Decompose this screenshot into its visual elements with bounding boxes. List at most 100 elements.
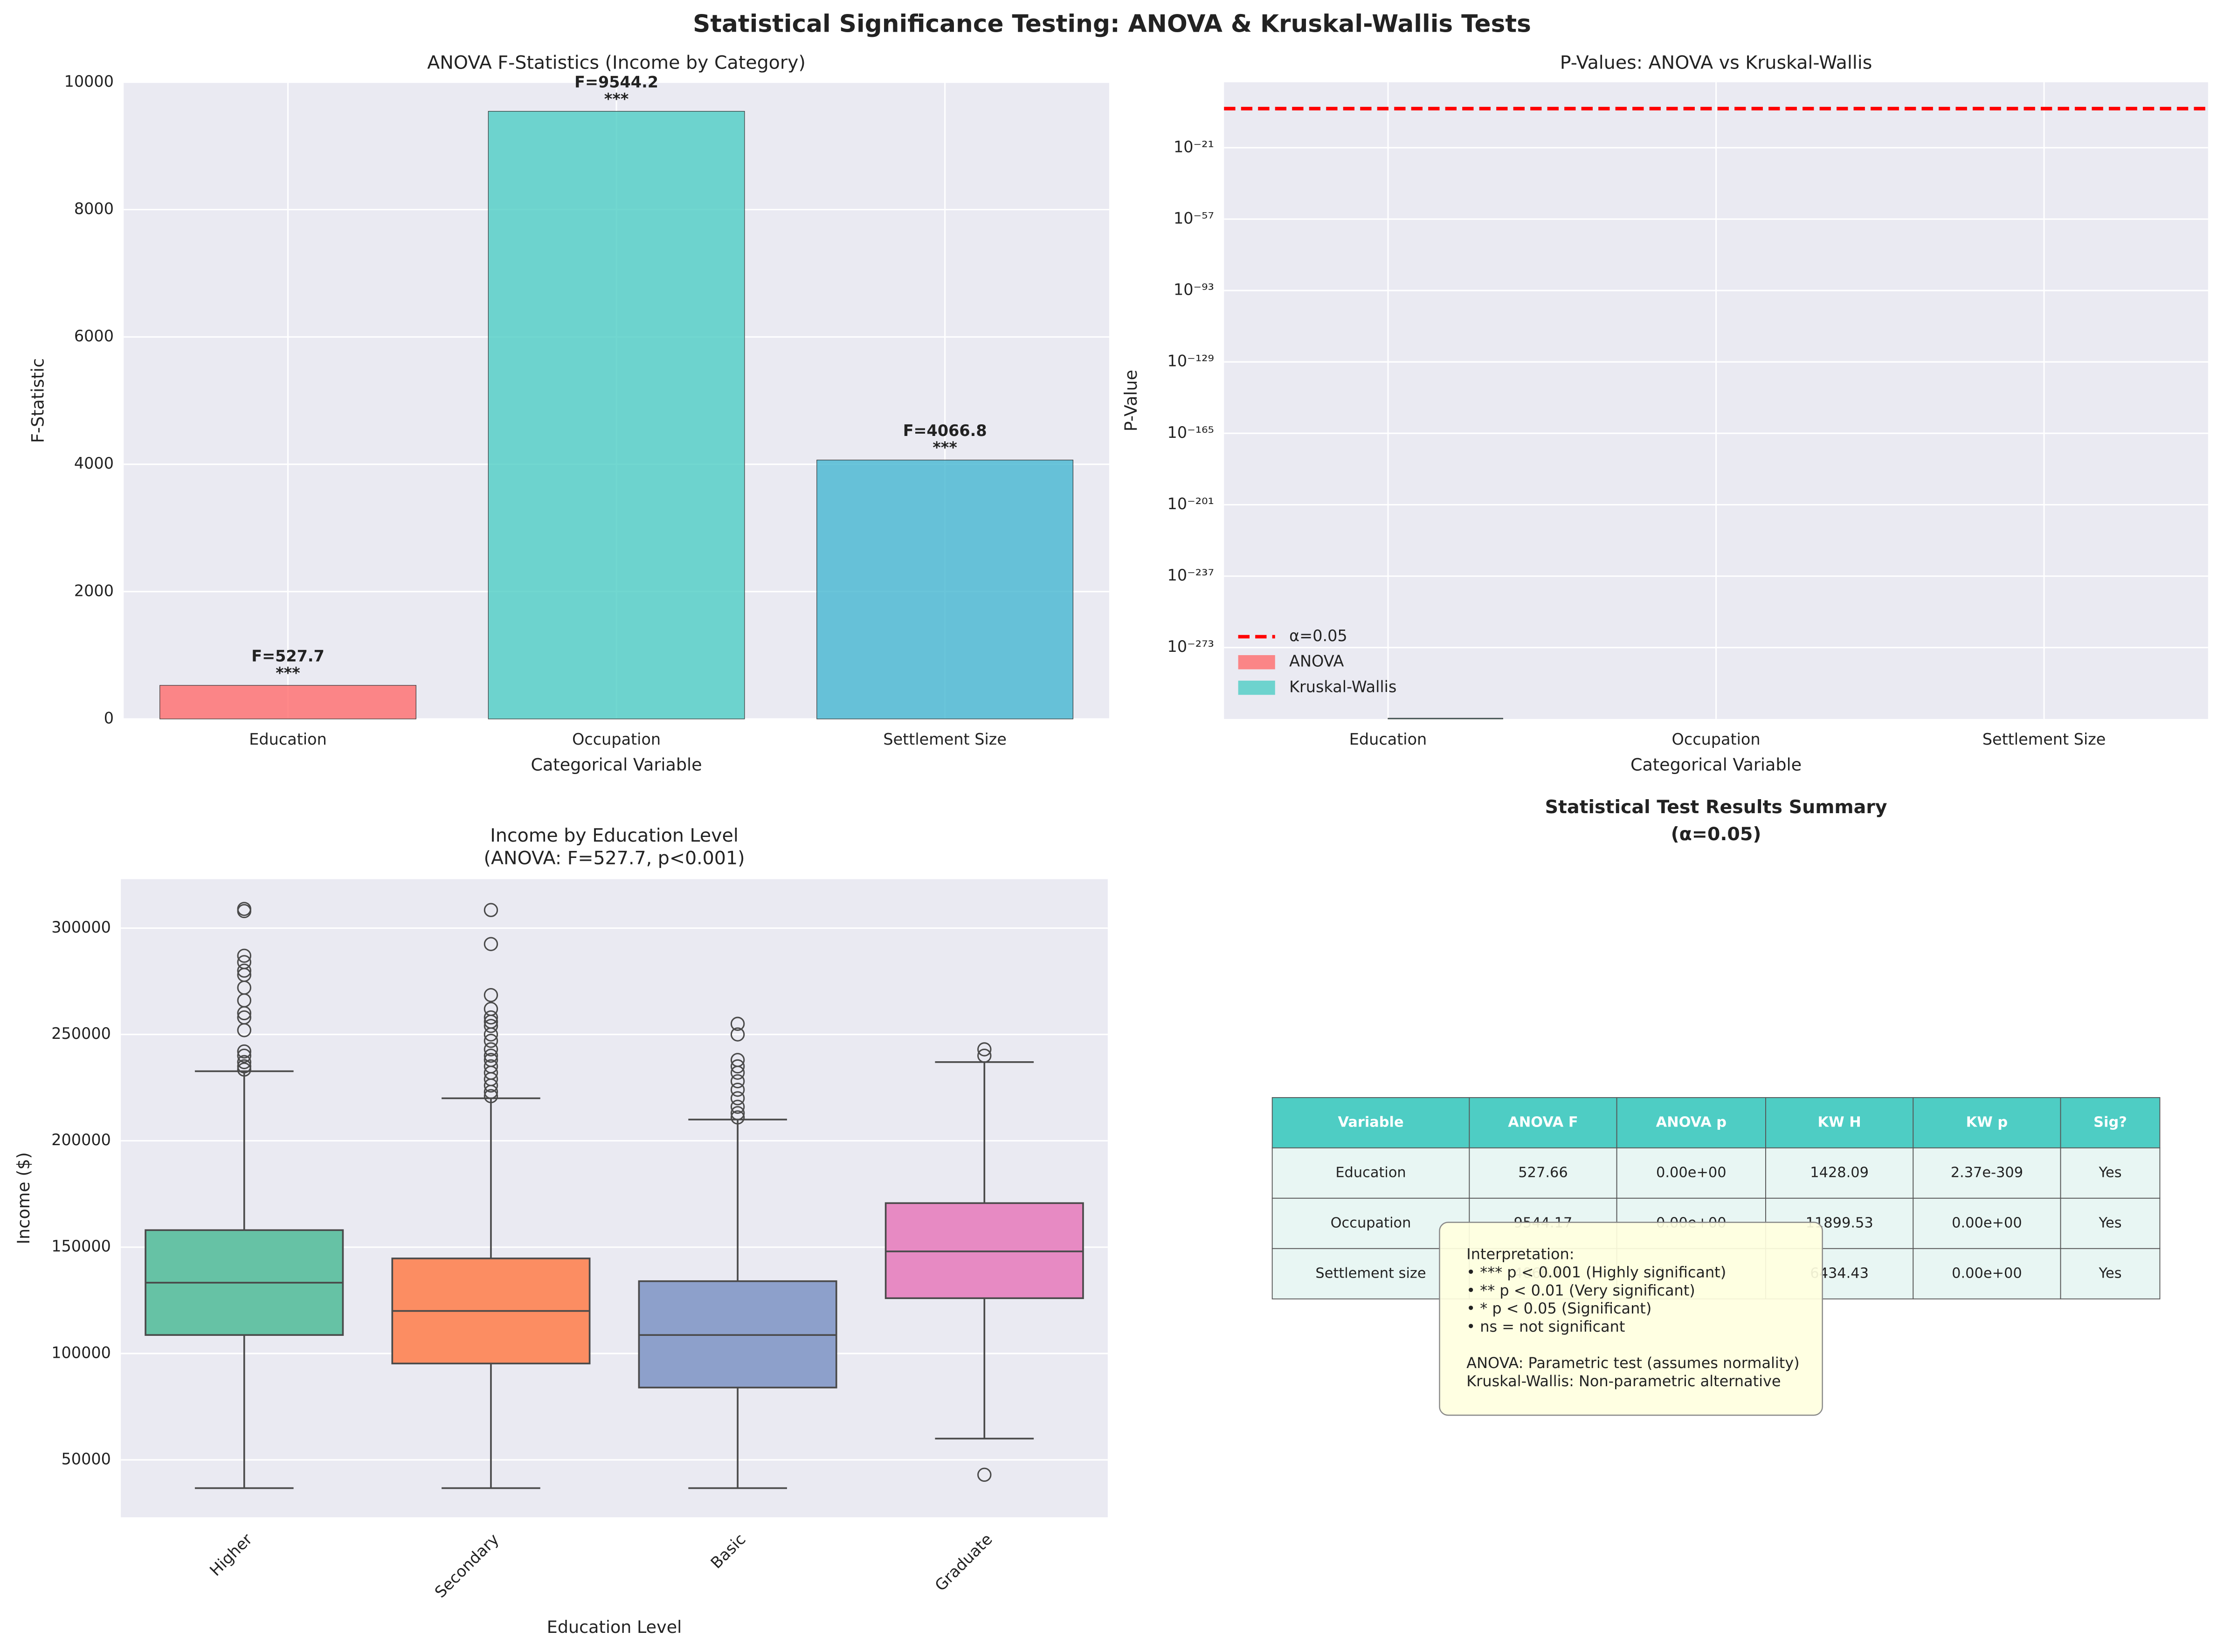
y-tick-label: 10⁻⁹³ [1174, 281, 1214, 299]
table-cell [1913, 1248, 2061, 1299]
outlier [483, 1042, 498, 1057]
y-tick-label: 10⁻⁵⁷ [1174, 209, 1214, 227]
outlier [237, 1059, 251, 1074]
y-tick-label: 4000 [74, 454, 114, 472]
y-tick-label: 10⁻¹⁶⁵ [1167, 423, 1214, 442]
legend-swatch [1238, 680, 1275, 695]
outlier [730, 1074, 745, 1089]
table-cell-text: 1428.09 [1810, 1164, 1869, 1181]
x-axis-label: Categorical Variable [531, 755, 702, 775]
outlier [730, 1110, 745, 1125]
y-tick-label: 10⁻²⁷³ [1167, 637, 1214, 656]
bar [159, 685, 416, 719]
table-cell [2060, 1248, 2161, 1299]
outlier [730, 1099, 745, 1114]
legend-label: ANOVA [1289, 652, 1344, 670]
y-tick-label: 250000 [51, 1024, 111, 1043]
axes-title: (ANOVA: F=527.7, p<0.001) [484, 847, 745, 869]
outlier [483, 1010, 498, 1025]
outlier [730, 1082, 745, 1097]
table-cell-text: Education [1335, 1164, 1406, 1181]
table-cell-text: 0.00e+00 [1952, 1265, 2022, 1281]
y-tick-label: 300000 [51, 918, 111, 936]
y-tick-label: 0 [104, 709, 114, 727]
table-cell-text: Yes [2098, 1265, 2121, 1281]
table-cell [1765, 1147, 1914, 1199]
legend-swatch [1238, 655, 1275, 670]
table-cell [1913, 1197, 2061, 1249]
outlier [237, 963, 251, 978]
table-cell-text: 0.00e+00 [1656, 1164, 1727, 1181]
outlier [730, 1065, 745, 1080]
axes-title: ANOVA F-Statistics (Income by Category) [427, 52, 806, 73]
interpretation-box [1439, 1222, 1823, 1416]
interpretation-line: • * p < 0.05 (Significant) [1466, 1299, 1651, 1317]
x-tick-label: Education [1349, 730, 1427, 748]
outlier [483, 1034, 498, 1048]
table-cell [1616, 1147, 1766, 1199]
outlier [237, 1062, 251, 1077]
table-cell [1913, 1147, 2061, 1199]
outlier [237, 1006, 251, 1021]
outlier [483, 1027, 498, 1042]
table-header: ANOVA F [1508, 1114, 1578, 1130]
table-cell [2060, 1147, 2161, 1199]
interpretation-line: Interpretation: [1466, 1245, 1574, 1263]
outlier [977, 1042, 992, 1057]
y-tick-label: 8000 [74, 200, 114, 218]
significance-label: *** [604, 90, 629, 108]
outlier [483, 903, 498, 917]
table-cell [2060, 1197, 2161, 1249]
outlier [730, 1016, 745, 1031]
y-axis-label: Income ($) [14, 1152, 34, 1244]
value-label: F=9544.2 [574, 73, 658, 91]
x-tick-label: Occupation [572, 730, 661, 748]
table-cell [1469, 1147, 1617, 1199]
outlier [483, 1019, 498, 1033]
outlier [977, 1048, 992, 1063]
table-cell-text: Yes [2098, 1215, 2121, 1231]
outlier [237, 1023, 251, 1037]
axes-title: Income by Education Level [490, 825, 739, 846]
table-header-cell [1616, 1097, 1766, 1148]
y-tick-label: 2000 [74, 581, 114, 600]
table-cell [1271, 1147, 1470, 1199]
outlier [730, 1027, 745, 1042]
table-title: (α=0.05) [1671, 823, 1761, 845]
outlier [483, 1048, 498, 1063]
y-tick-label: 10⁻¹²⁹ [1167, 352, 1214, 370]
y-tick-label: 6000 [74, 327, 114, 345]
table-cell-text: Yes [2098, 1164, 2121, 1181]
table-header: KW p [1966, 1114, 2008, 1130]
table-header-cell [1913, 1097, 2061, 1148]
y-tick-label: 10⁻²¹ [1174, 138, 1214, 156]
table-header: ANOVA p [1656, 1114, 1727, 1130]
x-tick-label: Education [249, 730, 326, 748]
table-header-cell [1271, 1097, 1470, 1148]
y-tick-label: 200000 [51, 1131, 111, 1149]
table-cell-text: 2.37e-309 [1951, 1164, 2023, 1181]
outlier [237, 1044, 251, 1059]
interpretation-line: • ns = not significant [1466, 1318, 1625, 1335]
table-cell-text: Settlement size [1315, 1265, 1426, 1281]
bar [488, 111, 745, 719]
table-cell-text: 0.00e+00 [1952, 1215, 2022, 1231]
significance-label: *** [932, 439, 957, 457]
table-header: KW H [1818, 1114, 1861, 1130]
y-tick-label: 50000 [62, 1450, 111, 1468]
value-label: F=4066.8 [903, 422, 987, 440]
x-tick-label: Occupation [1672, 730, 1761, 748]
table-header: Variable [1338, 1114, 1403, 1130]
table-cell-text: Occupation [1331, 1215, 1411, 1231]
table-cell [1271, 1248, 1470, 1299]
value-label: F=527.7 [251, 647, 325, 665]
x-tick-label: Settlement Size [1982, 730, 2106, 748]
outlier [237, 1055, 251, 1070]
outlier [237, 1048, 251, 1063]
outlier [237, 904, 251, 919]
table-header-cell [1765, 1097, 1914, 1148]
y-tick-label: 10000 [64, 72, 114, 90]
legend-label: Kruskal-Wallis [1289, 677, 1396, 696]
y-axis-label: P-Value [1121, 370, 1141, 431]
